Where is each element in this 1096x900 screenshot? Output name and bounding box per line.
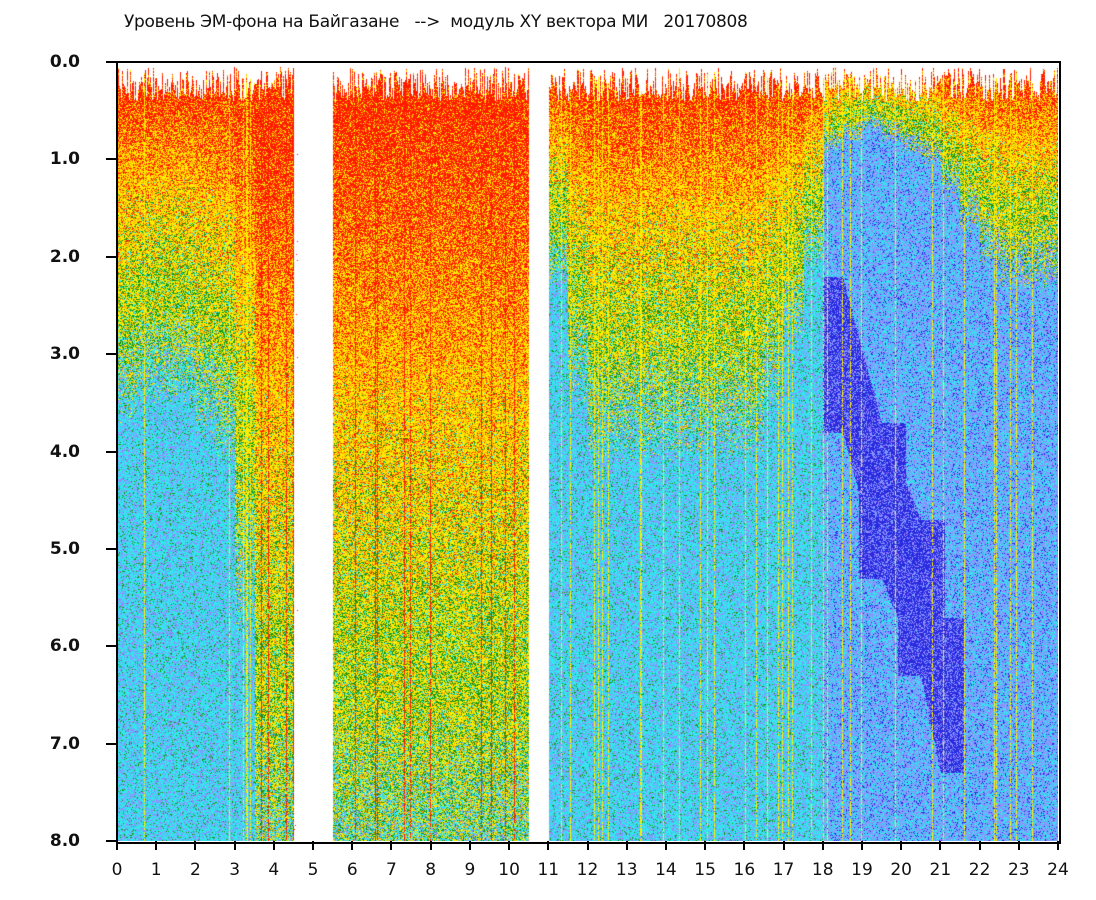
- x-tick-mark: [508, 841, 511, 850]
- x-tick-mark: [390, 841, 393, 850]
- y-tick-mark: [106, 255, 117, 258]
- x-tick-label: 22: [968, 860, 991, 880]
- y-tick-mark: [106, 158, 117, 161]
- y-tick-mark: [106, 742, 117, 745]
- y-tick-mark: [106, 840, 117, 842]
- x-tick-label: 0: [111, 860, 123, 880]
- y-tick-mark: [106, 450, 117, 453]
- x-tick-label: 11: [537, 860, 560, 880]
- x-tick-mark: [978, 841, 981, 850]
- x-tick-mark: [704, 841, 707, 850]
- x-tick-mark: [1017, 841, 1020, 850]
- x-tick-mark: [664, 841, 667, 850]
- x-tick-label: 12: [576, 860, 599, 880]
- x-tick-label: 2: [189, 860, 201, 880]
- x-tick-label: 3: [229, 860, 241, 880]
- x-tick-mark: [821, 841, 824, 850]
- x-tick-mark: [1057, 841, 1059, 850]
- x-tick-label: 19: [851, 860, 873, 880]
- x-tick-label: 15: [694, 860, 716, 880]
- y-tick-label: 8.0: [49, 831, 80, 851]
- x-tick-mark: [272, 841, 275, 850]
- y-tick-label: 5.0: [49, 538, 80, 559]
- x-tick-mark: [586, 841, 589, 850]
- x-tick-label: 8: [425, 860, 437, 880]
- x-tick-mark: [743, 841, 746, 850]
- x-tick-label: 23: [1007, 860, 1030, 880]
- y-tick-label: 6.0: [49, 636, 80, 657]
- x-tick-mark: [429, 841, 432, 850]
- x-tick-mark: [468, 841, 471, 850]
- x-tick-label: 24: [1047, 860, 1069, 880]
- x-tick-label: 18: [811, 860, 834, 880]
- y-tick-mark: [106, 61, 117, 63]
- y-tick-label: 1.0: [49, 149, 80, 170]
- y-tick-mark: [106, 353, 117, 356]
- x-tick-mark: [351, 841, 354, 850]
- x-tick-label: 17: [772, 860, 795, 880]
- x-tick-mark: [547, 841, 550, 850]
- y-tick-label: 4.0: [49, 441, 80, 462]
- y-tick-label: 7.0: [49, 733, 80, 754]
- x-tick-label: 20: [890, 860, 912, 880]
- x-tick-mark: [782, 841, 785, 850]
- x-tick-label: 9: [464, 860, 476, 880]
- y-tick-mark: [106, 547, 117, 550]
- x-tick-mark: [860, 841, 863, 850]
- x-tick-label: 4: [268, 860, 280, 880]
- x-tick-label: 7: [386, 860, 397, 880]
- x-tick-label: 16: [733, 860, 756, 880]
- x-tick-mark: [312, 841, 315, 850]
- x-tick-mark: [900, 841, 903, 850]
- x-tick-mark: [233, 841, 236, 850]
- x-tick-mark: [194, 841, 197, 850]
- x-tick-mark: [625, 841, 628, 850]
- y-tick-label: 2.0: [49, 246, 80, 267]
- y-tick-mark: [106, 645, 117, 648]
- chart-title: Уровень ЭМ-фона на Байгазане --> модуль …: [124, 12, 748, 32]
- x-tick-label: 10: [498, 860, 520, 880]
- heatmap-plot-area: [117, 62, 1058, 841]
- x-tick-label: 5: [307, 860, 319, 880]
- x-tick-label: 21: [929, 860, 952, 880]
- x-tick-label: 13: [615, 860, 638, 880]
- x-tick-label: 6: [346, 860, 358, 880]
- x-tick-mark: [155, 841, 158, 850]
- x-tick-label: 14: [655, 860, 677, 880]
- x-tick-label: 1: [150, 860, 162, 880]
- y-tick-label: 3.0: [49, 344, 80, 365]
- x-tick-mark: [116, 841, 118, 850]
- y-tick-label: 0.0: [49, 52, 80, 72]
- x-tick-mark: [939, 841, 942, 850]
